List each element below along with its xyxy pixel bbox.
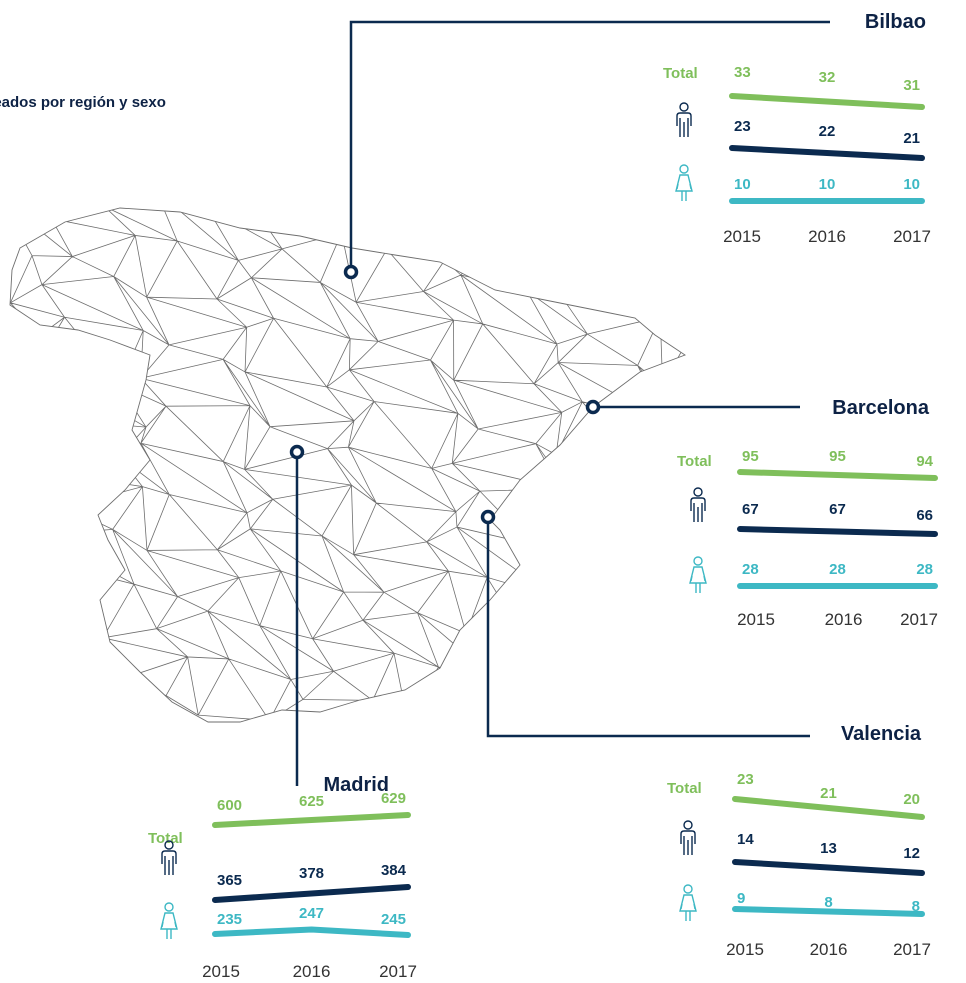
- city-title: Barcelona: [832, 397, 930, 419]
- woman-icon: [679, 884, 697, 921]
- year-tick-label: 2015: [202, 962, 240, 981]
- data-label: 14: [737, 831, 754, 848]
- data-label: 9: [737, 890, 745, 907]
- series-label-total: Total: [667, 780, 702, 797]
- man-icon: [676, 102, 692, 137]
- year-tick-label: 2017: [379, 962, 417, 981]
- data-label: 33: [734, 64, 751, 81]
- year-tick-label: 2015: [726, 940, 764, 959]
- data-label: 95: [829, 448, 846, 465]
- ring-marker-icon: [480, 509, 496, 525]
- chart-madrid: Madrid 600 625 629 Total 365 378 384 235 247 245 20…: [148, 774, 417, 981]
- year-tick-label: 2015: [723, 227, 761, 246]
- woman-icon: [675, 164, 693, 201]
- data-label: 10: [734, 176, 751, 193]
- data-label: 13: [820, 840, 837, 857]
- ring-marker-icon: [289, 444, 305, 460]
- chart-bilbao: Bilbao 33 32 31 Total 23 22 21 10 10 10 2015 2016 201…: [663, 11, 931, 246]
- series-line-women: [732, 906, 925, 917]
- leader-line-valencia: [486, 517, 810, 738]
- year-tick-label: 2016: [808, 227, 846, 246]
- data-label: 245: [381, 911, 406, 928]
- data-label: 12: [903, 845, 920, 862]
- map-outline: [9, 207, 686, 723]
- chart-valencia: Valencia 23 21 20 Total 14 13 12 9 8 8 2015 2016 2017: [667, 723, 931, 959]
- data-label: 94: [916, 453, 933, 470]
- data-label: 21: [903, 130, 920, 147]
- series-line-men: [732, 859, 925, 876]
- city-title: Bilbao: [865, 11, 926, 33]
- data-label: 28: [742, 561, 759, 578]
- data-label: 22: [819, 123, 836, 140]
- series-label-total: Total: [663, 65, 698, 82]
- woman-icon: [160, 902, 178, 939]
- series-line-total: [212, 812, 411, 828]
- data-label: 67: [742, 501, 759, 518]
- series-label-total: Total: [677, 453, 712, 470]
- man-icon: [161, 840, 177, 875]
- data-label: 23: [734, 118, 751, 135]
- data-label: 31: [903, 77, 920, 94]
- series-line-total: [729, 93, 925, 110]
- page-title: pleados por región y sexo: [0, 94, 166, 111]
- data-label: 67: [829, 501, 846, 518]
- data-label: 95: [742, 448, 759, 465]
- year-tick-label: 2017: [893, 227, 931, 246]
- leader-line-bilbao: [349, 20, 830, 272]
- leader-lines: [289, 20, 830, 786]
- man-icon: [680, 820, 696, 855]
- data-label: 365: [217, 872, 242, 889]
- data-label: 23: [737, 771, 754, 788]
- city-title: Valencia: [841, 723, 922, 745]
- year-tick-label: 2017: [893, 940, 931, 959]
- data-label: 28: [829, 561, 846, 578]
- data-label: 8: [824, 894, 832, 911]
- city-title: Madrid: [323, 774, 389, 796]
- series-line-men: [729, 145, 925, 161]
- data-label: 28: [916, 561, 933, 578]
- data-label: 10: [903, 176, 920, 193]
- data-label: 20: [903, 791, 920, 808]
- ring-marker-icon: [343, 264, 359, 280]
- data-label: 378: [299, 865, 324, 882]
- woman-icon: [689, 556, 707, 593]
- data-label: 629: [381, 790, 406, 807]
- data-label: 247: [299, 905, 324, 922]
- data-label: 625: [299, 793, 324, 810]
- data-label: 10: [819, 176, 836, 193]
- series-line-total: [737, 469, 938, 481]
- data-label: 384: [381, 862, 407, 879]
- data-label: 8: [912, 898, 920, 915]
- series-line-men: [212, 884, 411, 903]
- series-line-men: [737, 526, 938, 537]
- ring-marker-icon: [585, 399, 601, 415]
- year-tick-label: 2016: [825, 610, 863, 629]
- data-label: 21: [820, 785, 837, 802]
- data-label: 235: [217, 911, 242, 928]
- year-tick-label: 2016: [293, 962, 331, 981]
- chart-barcelona: Barcelona 95 95 94 Total 67 67 66 28 28 28 2015 2016…: [677, 397, 938, 629]
- series-label-total: Total: [148, 830, 183, 847]
- series-line-women: [212, 926, 411, 938]
- man-icon: [690, 487, 706, 522]
- year-tick-label: 2015: [737, 610, 775, 629]
- series-line-total: [732, 796, 925, 820]
- year-tick-label: 2016: [810, 940, 848, 959]
- year-tick-label: 2017: [900, 610, 938, 629]
- data-label: 66: [916, 507, 933, 524]
- data-label: 600: [217, 797, 242, 814]
- data-label: 32: [819, 69, 836, 86]
